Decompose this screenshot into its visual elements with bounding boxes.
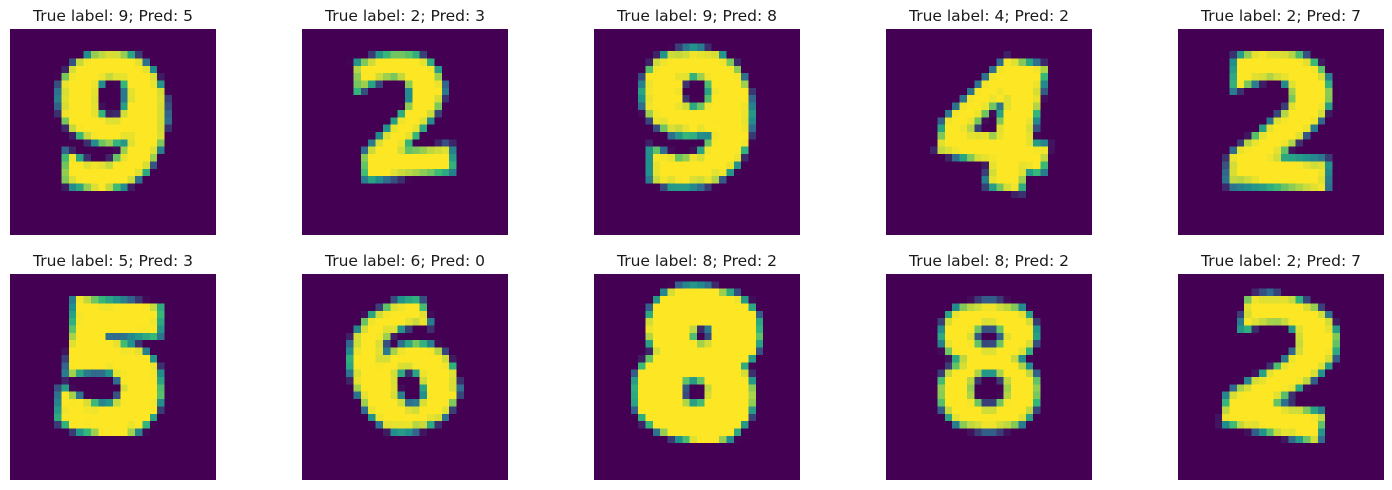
digit-image [886, 29, 1092, 235]
panel-title: True label: 8; Pred: 2 [554, 250, 840, 272]
panel-title: True label: 5; Pred: 3 [0, 250, 256, 272]
digit-image [10, 274, 216, 480]
panel-title: True label: 9; Pred: 8 [554, 5, 840, 27]
digit-image [594, 274, 800, 480]
digit-image [594, 29, 800, 235]
panel-title: True label: 8; Pred: 2 [846, 250, 1132, 272]
panel-title: True label: 2; Pred: 3 [262, 5, 548, 27]
panel-title: True label: 2; Pred: 7 [1138, 250, 1392, 272]
digit-image [10, 29, 216, 235]
panel-title: True label: 9; Pred: 5 [0, 5, 256, 27]
digit-image [302, 274, 508, 480]
digit-image [886, 274, 1092, 480]
digit-image [1178, 274, 1384, 480]
digit-image [1178, 29, 1384, 235]
digit-image [302, 29, 508, 235]
panel-title: True label: 6; Pred: 0 [262, 250, 548, 272]
panel-title: True label: 4; Pred: 2 [846, 5, 1132, 27]
panel-title: True label: 2; Pred: 7 [1138, 5, 1392, 27]
